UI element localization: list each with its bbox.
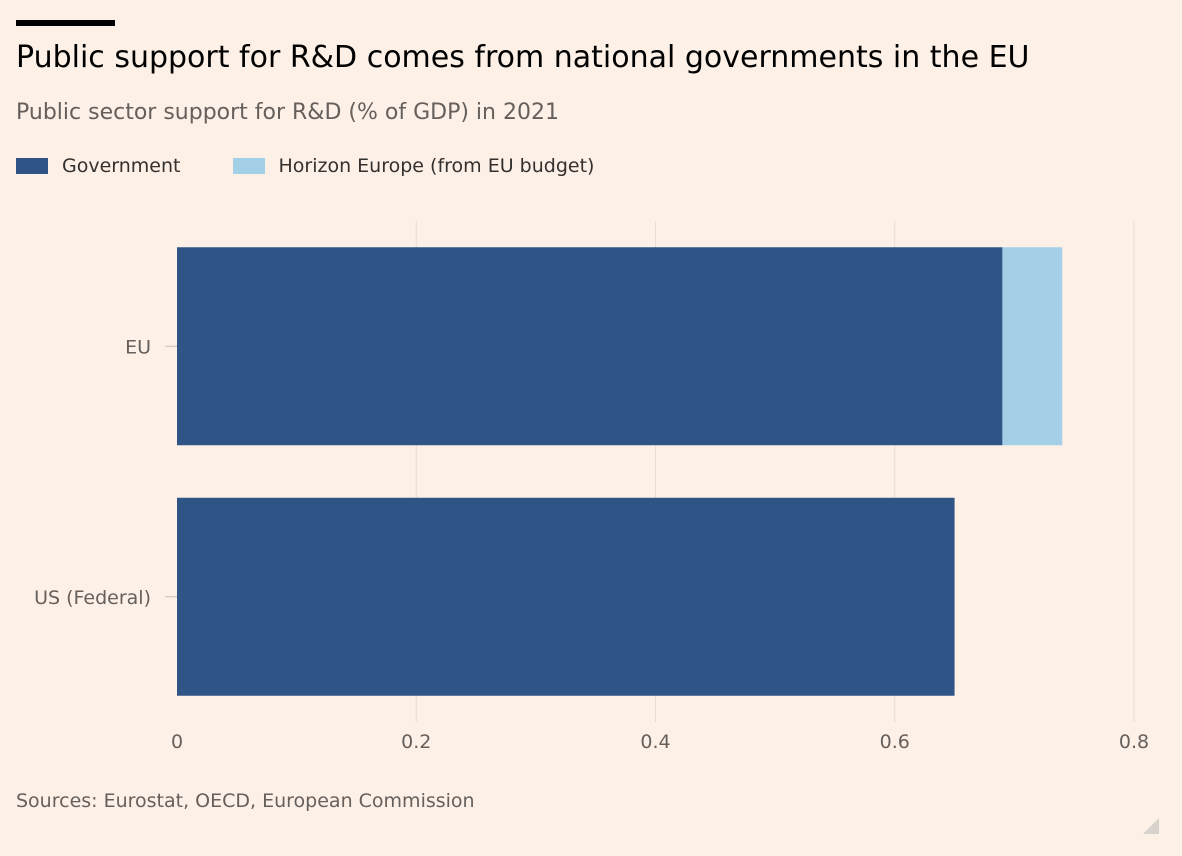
y-tick-label-0: EU bbox=[125, 336, 151, 358]
resize-grip-icon bbox=[1143, 818, 1159, 834]
bar-eu-0 bbox=[177, 247, 1003, 446]
legend-item-government: Government bbox=[16, 155, 181, 177]
x-tick-label-3: 0.6 bbox=[880, 731, 910, 753]
legend-swatch-government bbox=[16, 158, 48, 174]
x-tick-label-1: 0.2 bbox=[401, 731, 431, 753]
x-tick-label-4: 0.8 bbox=[1119, 731, 1149, 753]
chart-title: Public support for R&D comes from nation… bbox=[16, 40, 1030, 75]
source-note: Sources: Eurostat, OECD, European Commis… bbox=[16, 790, 475, 812]
legend-label-horizon-europe: Horizon Europe (from EU budget) bbox=[278, 155, 595, 177]
legend-item-horizon-europe: Horizon Europe (from EU budget) bbox=[232, 155, 595, 177]
bar-eu-1 bbox=[1002, 247, 1063, 446]
bar-us-federal-0 bbox=[177, 497, 955, 696]
top-rule bbox=[16, 20, 115, 26]
legend-swatch-horizon-europe bbox=[232, 158, 265, 174]
y-tick-label-1: US (Federal) bbox=[34, 587, 151, 609]
chart-subtitle: Public sector support for R&D (% of GDP)… bbox=[16, 100, 559, 125]
x-tick-label-2: 0.4 bbox=[640, 731, 670, 753]
legend-label-government: Government bbox=[62, 155, 181, 177]
x-tick-label-0: 0 bbox=[171, 731, 183, 753]
legend: Government Horizon Europe (from EU budge… bbox=[16, 153, 594, 179]
